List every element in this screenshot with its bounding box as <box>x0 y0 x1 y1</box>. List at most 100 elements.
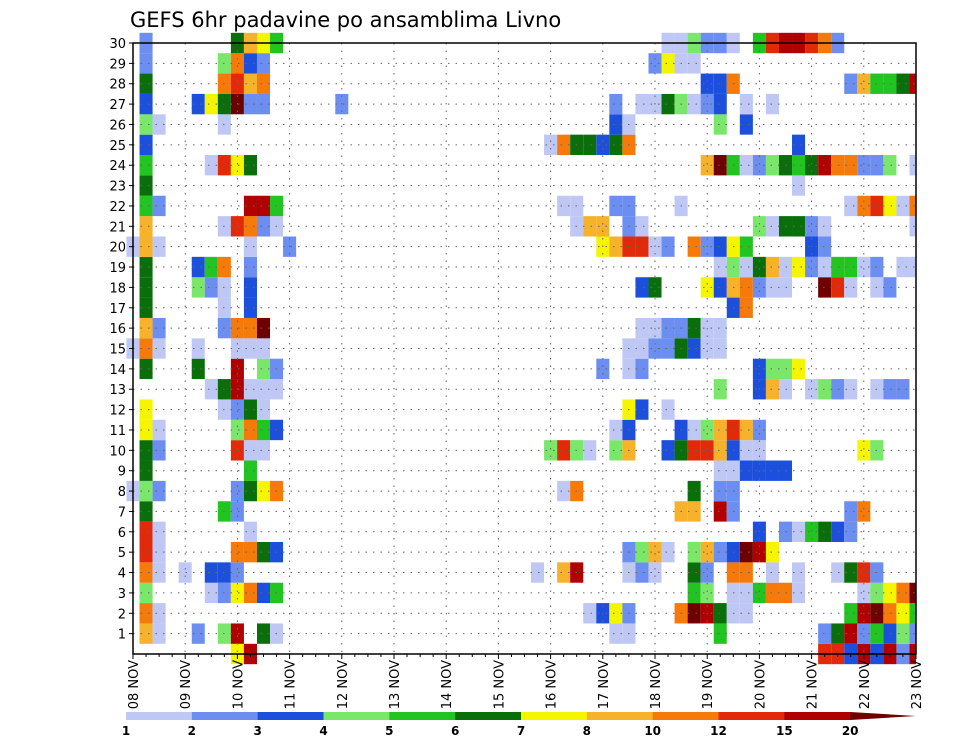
x-tick-label: 21 NOV <box>806 660 821 709</box>
colorbar-segment <box>586 712 654 720</box>
x-tick-label: 13 NOV <box>388 660 403 709</box>
heatmap-cell <box>230 501 244 522</box>
colorbar-label: 6 <box>451 724 459 738</box>
heatmap-cell <box>765 256 779 278</box>
heatmap-cell <box>191 277 205 298</box>
heatmap-cell <box>230 419 244 441</box>
heatmap-cell <box>230 582 244 604</box>
x-tick-label: 23 NOV <box>910 660 925 709</box>
heatmap-cell <box>139 603 153 624</box>
heatmap-cell <box>700 277 714 298</box>
heatmap-cell <box>857 501 871 522</box>
heatmap-cell <box>635 236 649 257</box>
heatmap-cell <box>256 399 271 420</box>
heatmap-cell <box>230 480 244 502</box>
y-tick-label: 27 <box>109 98 126 113</box>
heatmap-cell <box>778 155 793 176</box>
heatmap-cell <box>648 562 662 583</box>
y-tick-label: 9 <box>118 465 126 480</box>
heatmap-cell <box>792 582 806 604</box>
x-tick-label: 18 NOV <box>649 660 664 709</box>
heatmap-cell <box>256 541 271 563</box>
y-tick-label: 17 <box>109 302 126 317</box>
heatmap-cell <box>635 216 649 237</box>
heatmap-cell <box>139 338 153 359</box>
y-tick-label: 13 <box>109 383 126 398</box>
heatmap-cell <box>152 114 166 135</box>
heatmap-cell <box>909 195 916 217</box>
heatmap-cell <box>256 338 271 359</box>
heatmap-cell <box>687 603 701 624</box>
heatmap-cell <box>661 399 675 420</box>
heatmap-cell <box>230 155 244 176</box>
heatmap-cell <box>896 623 910 644</box>
heatmap-cell <box>896 73 910 94</box>
chart-title: GEFS 6hr padavine po ansamblima Livno <box>130 8 561 32</box>
heatmap-cell <box>583 603 597 624</box>
y-tick-label: 5 <box>118 546 126 561</box>
heatmap-cell <box>713 93 727 115</box>
x-tick-label: 17 NOV <box>597 660 612 709</box>
heatmap-cell <box>230 53 244 74</box>
heatmap-cell <box>857 623 871 644</box>
heatmap-cell <box>557 480 571 502</box>
y-tick-label: 19 <box>109 261 126 276</box>
heatmap-cell <box>805 256 819 278</box>
heatmap-cell <box>739 440 753 461</box>
heatmap-cell <box>139 216 153 237</box>
heatmap-cell <box>152 317 166 339</box>
heatmap-cell <box>139 501 153 522</box>
y-tick-label: 8 <box>118 485 126 500</box>
heatmap-cell <box>765 582 779 604</box>
heatmap-cell <box>139 277 153 298</box>
heatmap-cell <box>635 93 649 115</box>
heatmap-cell <box>792 216 806 237</box>
x-tick-label: 12 NOV <box>336 660 351 709</box>
heatmap-cell <box>243 541 257 563</box>
heatmap-cell <box>243 582 257 604</box>
heatmap-cell <box>883 603 897 624</box>
heatmap-cell <box>609 603 623 624</box>
heatmap-cell <box>831 379 845 400</box>
heatmap-cell <box>713 114 727 135</box>
heatmap-cell <box>909 603 916 624</box>
heatmap-cell <box>831 562 845 583</box>
heatmap-cell <box>857 195 871 217</box>
heatmap-cell <box>139 195 153 217</box>
heatmap-cell <box>739 277 753 298</box>
x-tick-label: 10 NOV <box>231 660 246 709</box>
heatmap-cell <box>752 216 766 237</box>
heatmap-cell <box>661 541 675 563</box>
colorbar-segment <box>323 712 390 720</box>
heatmap-cell <box>792 521 806 542</box>
heatmap-cell <box>139 562 153 583</box>
heatmap-cell <box>139 297 153 318</box>
y-tick-label: 22 <box>109 200 126 215</box>
heatmap-cell <box>896 603 910 624</box>
heatmap-cell <box>583 216 597 237</box>
heatmap-cell <box>648 53 662 74</box>
colorbar-segment <box>191 712 259 720</box>
y-tick-label: 10 <box>109 444 126 459</box>
colorbar-label: 7 <box>517 724 525 738</box>
heatmap-cell <box>739 541 753 563</box>
heatmap-cell <box>752 277 766 298</box>
heatmap-cell <box>818 216 832 237</box>
grid-layer <box>133 42 916 654</box>
heatmap-cell <box>700 419 714 441</box>
heatmap-cell <box>792 358 806 380</box>
heatmap-cell <box>635 399 649 420</box>
heatmap-cell <box>243 440 257 461</box>
heatmap-cell <box>648 277 662 298</box>
heatmap-cell <box>687 562 701 583</box>
heatmap-cell <box>256 480 271 502</box>
heatmap-cell <box>857 562 871 583</box>
x-tick-label: 16 NOV <box>545 660 560 709</box>
heatmap-cell <box>844 501 858 522</box>
heatmap-cell <box>256 216 271 237</box>
heatmap-cell <box>635 541 649 563</box>
heatmap-cell <box>609 623 623 644</box>
heatmap-cell <box>152 562 166 583</box>
heatmap-cell <box>883 73 897 94</box>
colorbar-label: 1 <box>122 724 130 738</box>
